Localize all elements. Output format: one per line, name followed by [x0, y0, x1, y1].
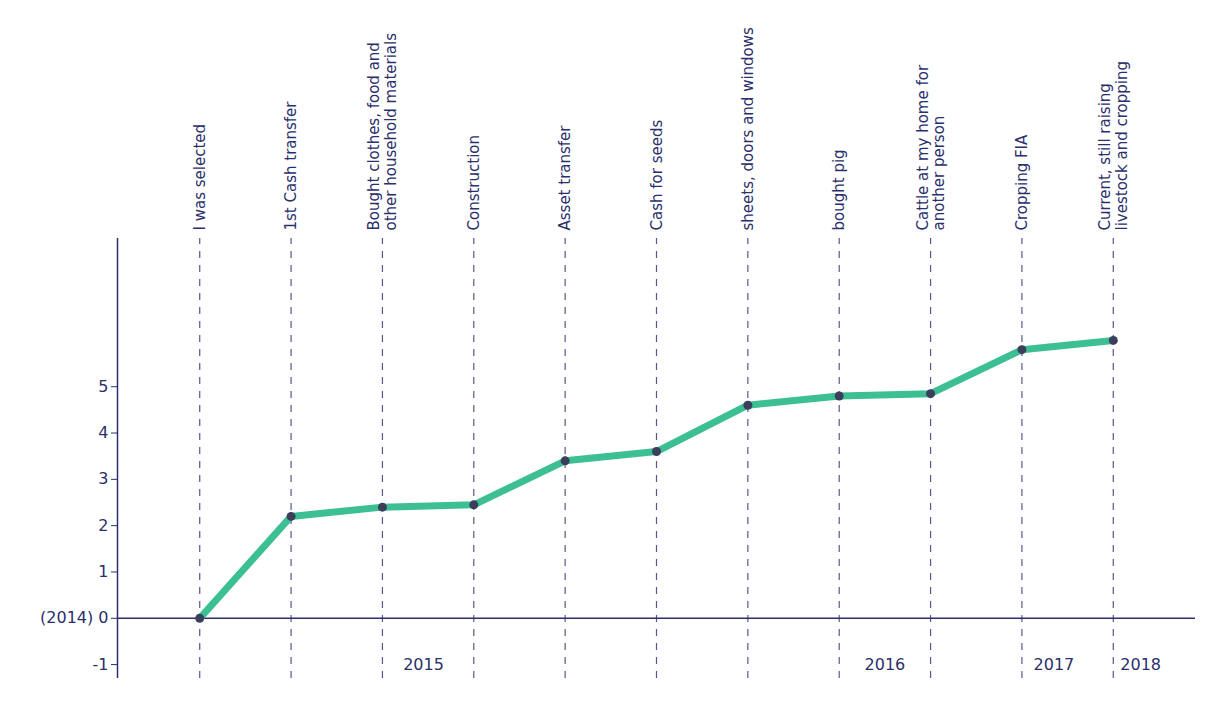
svg-text:2016: 2016: [865, 655, 906, 674]
svg-text:Cash for seeds: Cash for seeds: [648, 120, 666, 231]
svg-text:2: 2: [98, 516, 108, 535]
svg-text:-1: -1: [93, 655, 109, 674]
svg-text:2018: 2018: [1120, 655, 1161, 674]
svg-text:1: 1: [98, 562, 108, 581]
svg-text:4: 4: [98, 423, 108, 442]
svg-text:5: 5: [98, 377, 108, 396]
svg-text:2015: 2015: [403, 655, 444, 674]
svg-text:I was selected: I was selected: [191, 124, 209, 231]
svg-text:(2014) 0: (2014) 0: [40, 608, 108, 627]
svg-text:Construction: Construction: [465, 135, 483, 231]
svg-text:bought pig: bought pig: [830, 149, 848, 230]
svg-text:Asset transfer: Asset transfer: [556, 125, 574, 231]
svg-text:Bought clothes, food andother: Bought clothes, food andother household …: [365, 33, 400, 231]
svg-text:3: 3: [98, 469, 108, 488]
svg-text:sheets, doors and windows: sheets, doors and windows: [739, 27, 757, 231]
svg-text:2017: 2017: [1034, 655, 1075, 674]
svg-text:Cropping FIA: Cropping FIA: [1013, 134, 1031, 231]
svg-text:1st Cash transfer: 1st Cash transfer: [282, 101, 300, 231]
svg-text:Cattle at my home foranother p: Cattle at my home foranother person: [914, 64, 949, 230]
svg-text:Current, still raisinglivestoc: Current, still raisinglivestock and crop…: [1096, 61, 1131, 231]
